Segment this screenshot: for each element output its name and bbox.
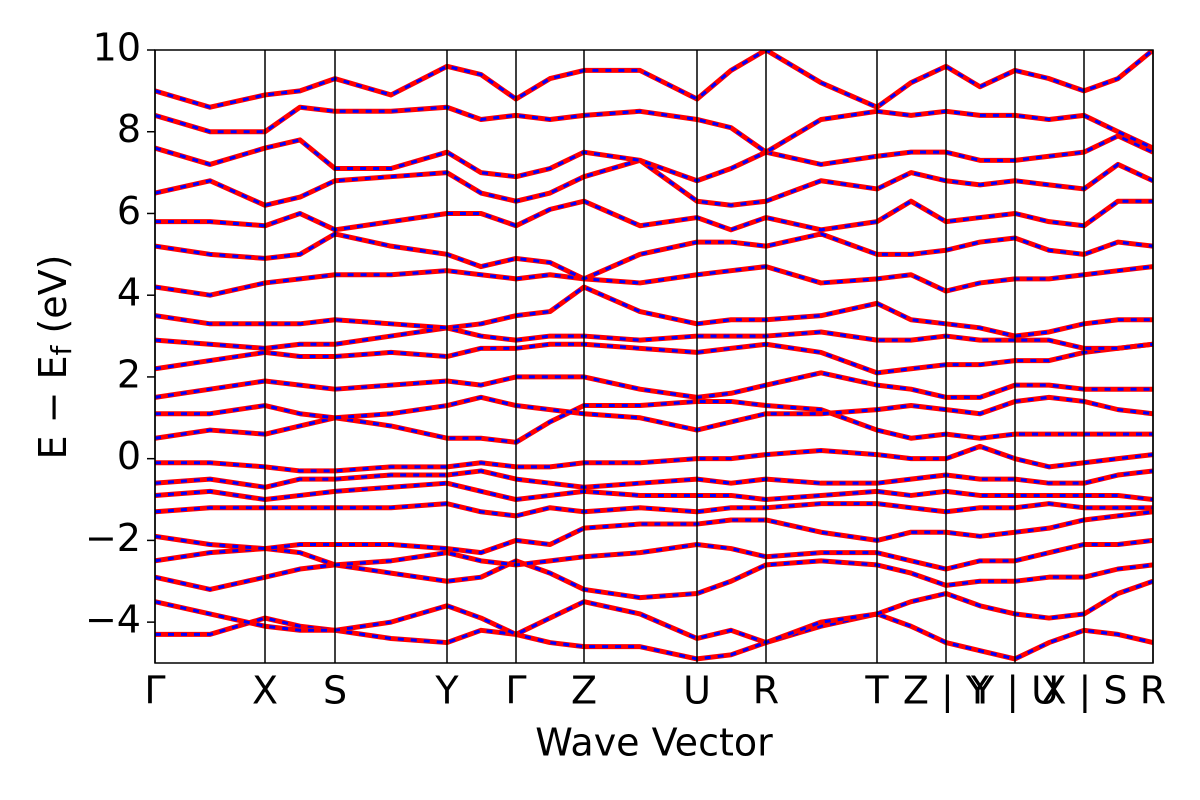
band-overlay [155,232,1153,281]
y-tick-label: 10 [93,26,141,70]
band [155,284,1153,339]
x-tick-label: Γ [505,669,526,713]
band [155,558,1153,601]
x-tick-label: Y | U [970,669,1059,714]
y-label-sub: f [45,344,78,355]
y-tick-label: 4 [117,271,141,315]
x-tick-label: Y [434,669,459,713]
x-tick-label: Z | Y [903,669,990,714]
y-tick-label: −2 [85,516,141,560]
y-tick-label: −4 [85,598,141,642]
y-tick-label: 2 [117,352,141,396]
x-tick-label: X | S [1040,669,1127,714]
x-tick-label: T [864,669,889,713]
y-label-main: E − E [31,355,75,459]
y-axis-label: E − Ef (eV) [31,254,79,459]
x-tick-label: U [683,669,711,713]
bands [155,50,1153,662]
band-overlay [155,285,1153,338]
band [155,501,1153,519]
band-overlay [155,579,1153,645]
band [155,341,1153,376]
band [155,480,1153,503]
band [155,370,1153,400]
x-tick-label: R [753,669,779,713]
band [155,443,1153,474]
x-tick-label: Z [571,669,597,713]
y-tick-label: 0 [117,434,141,478]
band [155,50,1153,110]
x-tick-label: Γ [144,669,165,713]
x-tick-label: R [1140,669,1166,713]
y-label-space [31,334,75,346]
x-tick-label: X [252,669,278,713]
y-label-unit: (eV) [31,254,75,333]
band-overlay [155,444,1153,473]
x-tick-label: S [323,669,347,713]
y-tick-label: 6 [117,189,141,233]
y-tick-label: 8 [117,107,141,151]
x-axis-label: Wave Vector [535,721,773,765]
